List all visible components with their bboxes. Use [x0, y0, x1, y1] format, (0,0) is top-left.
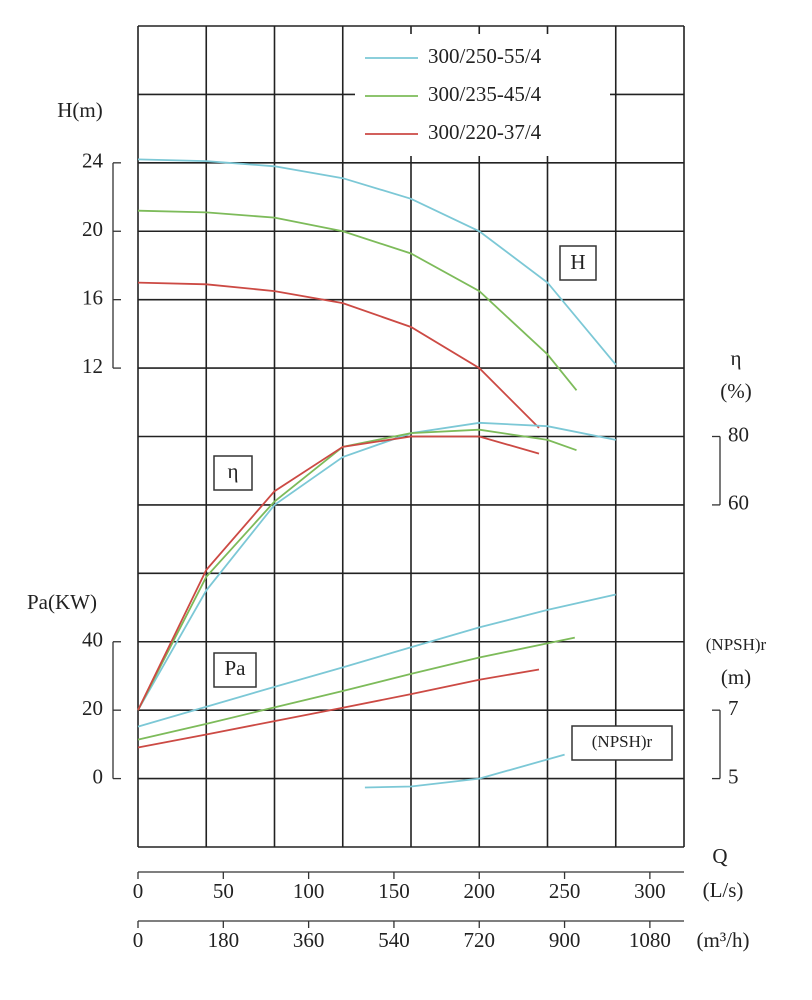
y-tick-label: 60	[728, 491, 749, 515]
curve	[137, 593, 616, 728]
axis-label: η	[731, 346, 742, 370]
tag-box	[571, 725, 673, 761]
x-axis-tick-label: 150	[378, 879, 410, 903]
legend-label: 300/220-37/4	[428, 120, 542, 144]
tag-box	[559, 245, 597, 281]
curve	[137, 668, 540, 749]
y-tick-label: 80	[728, 422, 749, 446]
axis-unit: (m)	[721, 665, 751, 689]
x2-axis-tick-label: 360	[293, 928, 325, 952]
axis-label: Pa(KW)	[27, 590, 97, 614]
axis-unit: (%)	[720, 379, 751, 403]
curve	[137, 158, 617, 366]
curve	[137, 435, 540, 711]
y-tick-label: 20	[82, 217, 103, 241]
legend-label: 300/250-55/4	[428, 44, 542, 68]
x-axis-label: (L/s)	[703, 878, 744, 902]
x-axis-tick-label: 50	[213, 879, 234, 903]
axis-label: (NPSH)r	[706, 635, 767, 654]
y-tick-label: 5	[728, 764, 739, 788]
x-axis-tick-label: 250	[549, 879, 581, 903]
legend-label: 300/235-45/4	[428, 82, 542, 106]
y-tick-label: 40	[82, 628, 103, 652]
legend: 300/250-55/4 300/235-45/4 300/220-37/4	[355, 34, 610, 156]
axis-label: H(m)	[57, 98, 103, 122]
y-tick-label: 20	[82, 696, 103, 720]
x-axis-tick-label: 0	[133, 879, 144, 903]
legend-box	[355, 34, 610, 156]
x-title: Q	[712, 844, 727, 868]
x2-axis-tick-label: 540	[378, 928, 410, 952]
curve-tag: (NPSH)r	[592, 732, 653, 751]
y-tick-label: 16	[82, 285, 103, 309]
curve	[137, 636, 575, 741]
x2-axis-label: (m³/h)	[697, 928, 750, 952]
x2-axis-tick-label: 180	[208, 928, 240, 952]
curve-tag: η	[228, 459, 239, 483]
y-tick-label: 24	[82, 149, 104, 173]
x2-axis-tick-label: 900	[549, 928, 581, 952]
tag-box	[213, 652, 257, 688]
curves	[137, 158, 617, 789]
curve	[137, 281, 540, 429]
curve	[137, 209, 578, 391]
tag-box	[213, 455, 253, 491]
curve	[137, 428, 577, 711]
x2-axis-tick-label: 1080	[629, 928, 671, 952]
curve	[137, 421, 616, 711]
x-axis-tick-label: 200	[464, 879, 496, 903]
curve-tag: Pa	[225, 656, 247, 680]
x2-axis-tick-label: 720	[464, 928, 496, 952]
y-tick-label: 12	[82, 354, 103, 378]
curve-tag: H	[570, 250, 585, 274]
x-axis-tick-label: 100	[293, 879, 325, 903]
y-tick-label: 0	[93, 764, 104, 788]
x2-axis-tick-label: 0	[133, 928, 144, 952]
y-tick-label: 7	[728, 696, 739, 720]
curve	[364, 753, 565, 789]
x-axis-tick-label: 300	[634, 879, 666, 903]
